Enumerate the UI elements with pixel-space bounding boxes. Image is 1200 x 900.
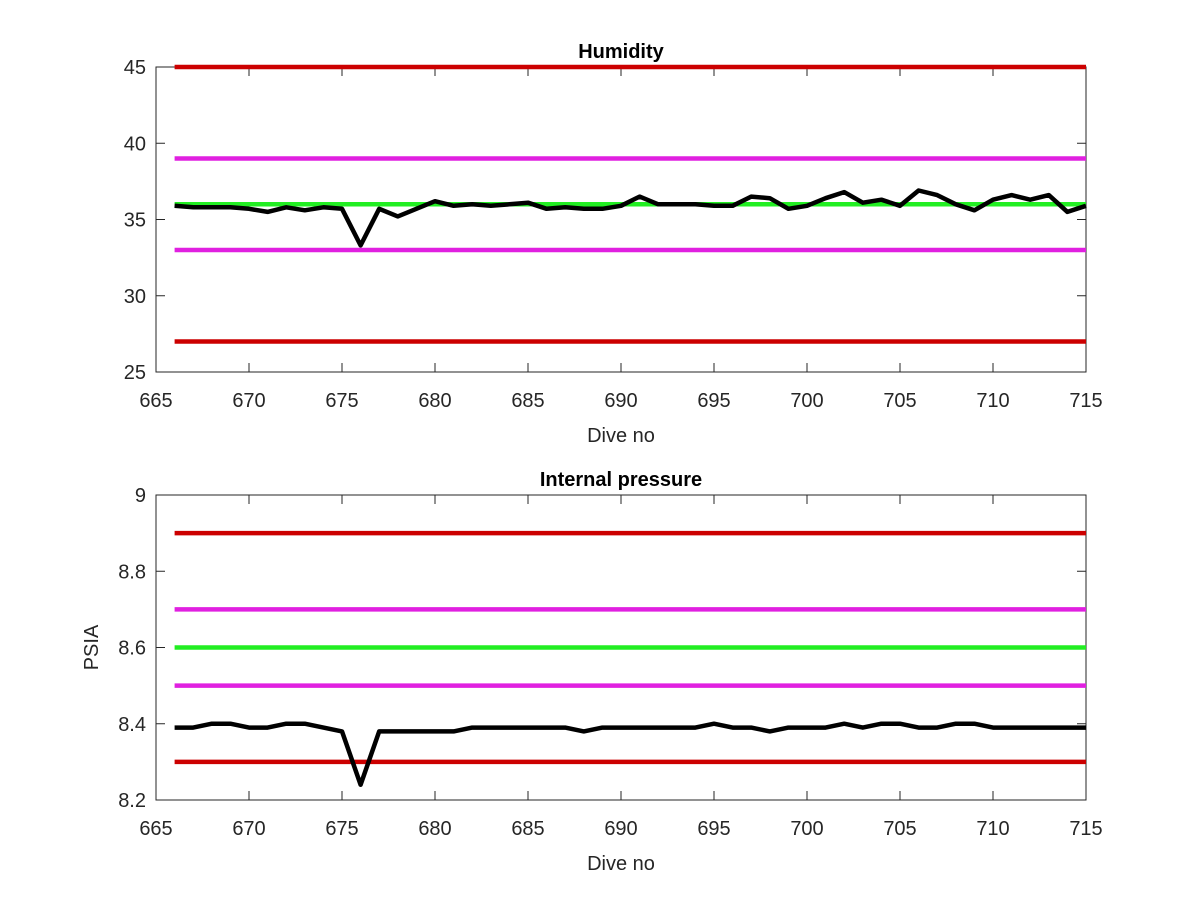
x-tick-label: 665 (139, 818, 172, 840)
x-tick-label: 685 (511, 818, 544, 840)
x-tick-label: 690 (604, 390, 637, 412)
x-tick-label: 710 (976, 818, 1009, 840)
x-axis-label: Dive no (587, 853, 655, 875)
x-tick-label: 670 (232, 818, 265, 840)
y-tick-label: 30 (124, 286, 146, 308)
y-tick-label: 8.4 (118, 714, 146, 736)
y-tick-label: 35 (124, 210, 146, 232)
series-line (174, 188, 1087, 248)
x-tick-label: 680 (418, 390, 451, 412)
y-tick-label: 8.8 (118, 561, 146, 583)
x-tick-label: 675 (325, 390, 358, 412)
y-tick-label: 40 (124, 133, 146, 155)
x-tick-label: 695 (697, 390, 730, 412)
x-tick-label: 680 (418, 818, 451, 840)
chart-title: Humidity (578, 41, 664, 63)
y-tick-label: 8.2 (118, 790, 146, 812)
internal-pressure-subplot: 665 670 675 680 685 690 695 700 705 710 715 8.2 8.4 8… (81, 469, 1103, 875)
x-tick-label: 705 (883, 818, 916, 840)
x-tick-label: 710 (976, 390, 1009, 412)
y-tick-label: 8.6 (118, 638, 146, 660)
chart-title: Internal pressure (540, 469, 702, 491)
x-tick-label: 715 (1069, 390, 1102, 412)
x-tick-label: 695 (697, 818, 730, 840)
x-axis-label: Dive no (587, 425, 655, 447)
x-tick-label: 705 (883, 390, 916, 412)
x-tick-label: 685 (511, 390, 544, 412)
x-tick-label: 715 (1069, 818, 1102, 840)
x-tick-label: 670 (232, 390, 265, 412)
plot-area (155, 66, 1087, 373)
y-tick-label: 9 (135, 485, 146, 507)
x-tick-label: 700 (790, 818, 823, 840)
y-tick-label: 25 (124, 362, 146, 384)
y-axis-label: PSIA (81, 624, 103, 670)
x-tick-label: 665 (139, 390, 172, 412)
x-tick-label: 675 (325, 818, 358, 840)
x-tick-label: 690 (604, 818, 637, 840)
series-line (174, 721, 1086, 787)
y-tick-label: 45 (124, 57, 146, 79)
humidity-subplot: 665 670 675 680 685 690 695 700 705 710 715 25 30 35 4… (124, 41, 1103, 447)
x-tick-label: 700 (790, 390, 823, 412)
